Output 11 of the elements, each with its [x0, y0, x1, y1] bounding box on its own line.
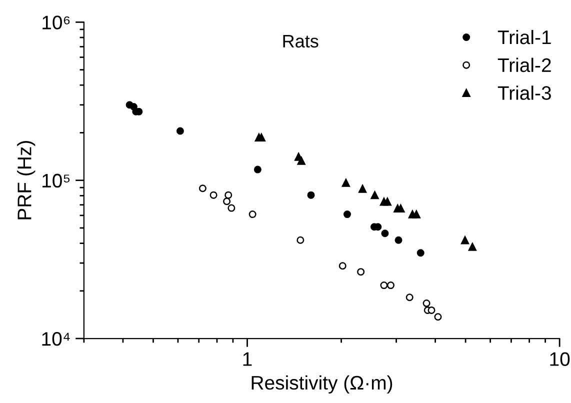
legend-label: Trial-2 — [498, 58, 551, 72]
legend-label: Trial-1 — [498, 30, 551, 44]
x-tick-label: 1 — [243, 352, 252, 366]
y-axis-title: PRF (Hz) — [17, 141, 36, 220]
x-axis-title: Resistivity (Ω·m) — [252, 375, 392, 394]
annotation: Rats — [283, 34, 318, 48]
x-tick-label: 10 — [550, 352, 570, 366]
y-tick-label: 10⁵ — [42, 174, 70, 188]
legend-label: Trial-3 — [498, 86, 551, 100]
y-tick-label: 10⁴ — [42, 332, 70, 346]
y-tick-label: 10⁶ — [42, 16, 70, 30]
